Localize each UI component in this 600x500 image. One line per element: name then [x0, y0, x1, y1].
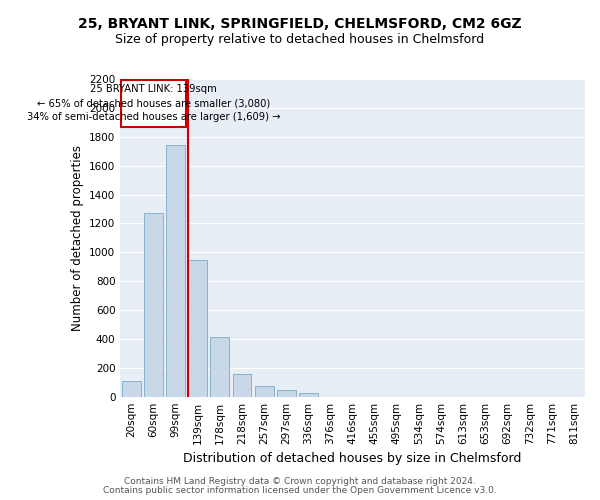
Bar [188, 260, 207, 396]
Bar [144, 214, 163, 396]
Text: 25, BRYANT LINK, SPRINGFIELD, CHELMSFORD, CM2 6GZ: 25, BRYANT LINK, SPRINGFIELD, CHELMSFORD… [78, 18, 522, 32]
Text: 34% of semi-detached houses are larger (1,609) →: 34% of semi-detached houses are larger (… [27, 112, 280, 122]
Text: Size of property relative to detached houses in Chelmsford: Size of property relative to detached ho… [115, 32, 485, 46]
Bar [211, 338, 229, 396]
Bar [277, 390, 296, 396]
Bar [255, 386, 274, 396]
Text: 25 BRYANT LINK: 139sqm: 25 BRYANT LINK: 139sqm [91, 84, 217, 94]
Bar [233, 374, 251, 396]
Bar [122, 381, 141, 396]
Bar [166, 146, 185, 396]
Y-axis label: Number of detached properties: Number of detached properties [71, 145, 83, 331]
X-axis label: Distribution of detached houses by size in Chelmsford: Distribution of detached houses by size … [184, 452, 522, 465]
Text: Contains public sector information licensed under the Open Government Licence v3: Contains public sector information licen… [103, 486, 497, 495]
FancyBboxPatch shape [121, 80, 186, 126]
Bar [299, 393, 318, 396]
Text: Contains HM Land Registry data © Crown copyright and database right 2024.: Contains HM Land Registry data © Crown c… [124, 477, 476, 486]
Text: ← 65% of detached houses are smaller (3,080): ← 65% of detached houses are smaller (3,… [37, 98, 271, 108]
